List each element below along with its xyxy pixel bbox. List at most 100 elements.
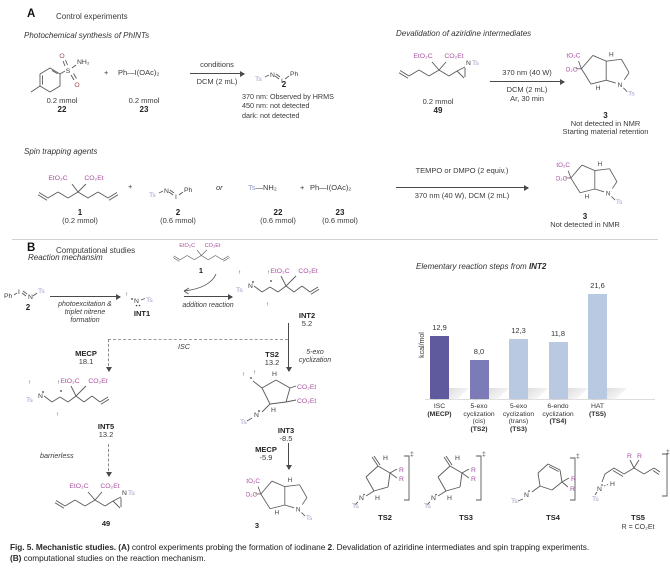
cyclization-label: 5-exo cyclization [292,349,338,365]
solvent-label: DCM (2 mL) [196,77,238,86]
nitrogen-atom-label: N [466,60,471,67]
ester-label: EtO₂C [413,53,432,60]
nitrogen-atom-label: N [597,486,602,493]
compound-id-3: 3 [603,111,608,120]
amount-23: 0.2 mmol [128,96,160,105]
spin-up-arrow: ↑ [125,292,128,298]
compound-id-22: 22 [57,105,67,114]
panel-b-label: B [27,242,36,254]
note-450nm: 450 nm: not detected [242,101,310,111]
ester-label: CO₂Et [205,243,221,249]
tosyl-label: Ts [592,496,599,503]
photochem-title: Photochemical synthesis of PhINTs [24,31,150,40]
addition-curved-arrow [183,273,217,295]
r-group-label: R [471,476,476,483]
double-dagger: ‡ [576,453,580,460]
devalidation-title: Devalidation of aziridine intermediates [396,29,532,38]
chart-bar [509,339,528,399]
compound-id-3: 3 [582,212,588,221]
bar-value-label: 8,0 [473,347,485,356]
solvent-label: DCM (2 mL) [506,85,548,94]
mecp1-energy: 18.1 [78,357,94,366]
structure-22-tsnh2: Ts—NH₂ [248,183,277,192]
chart-title: Elementary reaction steps from INT2 [416,262,546,271]
caption-lead: Fig. 5. Mechanistic studies. [10,542,117,552]
structure-23-phiodane: Ph—I(OAc)₂ [310,183,352,192]
hydrogen-label: H [272,371,277,378]
nitrogen-atom-label: N [254,412,259,419]
ester-label: CO₂Et [444,53,463,60]
caption-b-text: computational studies on the reaction me… [21,553,206,563]
tosyl-label: Ts [236,287,243,294]
int2-energy: 5.2 [301,319,313,328]
iodine-atom-label: I [18,289,20,296]
hydrogen-label: H [610,481,615,488]
observation-notes: 370 nm: Observed by HRMS 450 nm: not det… [242,92,334,120]
atmosphere-label: Ar, 30 min [510,94,544,103]
int3-label: INT3 [277,426,295,435]
caption-a-tag: (A) [116,542,130,552]
hydrogen-label: H [288,477,293,484]
ts4-structure-label: TS4 [546,513,560,522]
ester-label: CO₂Et [84,175,103,182]
step-line: formation [70,317,100,324]
structure-49-aziridine: EtO₂C CO₂Et N Ts [398,53,479,79]
retention-note: Starting material retention [562,127,649,136]
bar-value-label: 21,6 [590,280,605,290]
ts3-structure-label: TS3 [459,513,473,522]
hydrogen-label: H [596,85,601,92]
ester-label: EtO₂C [566,67,578,74]
tosyl-label: Ts [306,515,312,522]
tosyl-label: Ts [146,297,153,304]
structure-23-phiodane: Ph—I(OAc)₂ [118,68,160,77]
tosyl-label: Ts [26,397,33,404]
amount-22: 0.2 mmol [46,96,78,105]
structure-ts5: R R H N Ts ‡ [592,449,670,503]
nitrogen-atom-label: N [431,495,436,502]
plus-sign: + [104,68,109,77]
ester-label: CO₂Et [298,268,317,275]
hydrogen-label: H [609,51,614,58]
spin-up-arrow: ↑ [267,270,270,276]
mecp2-label: MECP [255,445,277,454]
structure-1-diene: EtO₂C CO₂Et [172,243,230,262]
nitrogen-atom-label: N [524,492,529,499]
isc-label: ISC [178,342,190,351]
compound-id-2: 2 [281,80,287,89]
tosyl-label: Ts [240,419,247,426]
ester-label: CO₂Et [88,378,107,385]
nitrogen-atom-label: N [359,495,364,502]
compound-id-1: 1 [198,266,204,275]
bar-category-label: 5-exo cyclization (trans) (TS3) [502,403,535,433]
r-group-label: R [627,453,632,460]
bar-chart: 12,9 8,0 12,3 11,8 21,6 [425,280,655,400]
phenyl-label: Ph [4,293,13,300]
amount-22: (0.6 mmol) [260,216,296,225]
compound-id-49: 49 [101,519,111,528]
nitrogen-atom-label: N [618,82,623,89]
ester-label: CO₂Et [100,483,119,490]
caption-a-text: control experiments probing the formatio… [129,542,328,552]
structure-int2-diradical: ↑ ↑ ↑ Ts N EtO₂C CO₂Et [236,268,320,308]
addition-arrow [184,293,233,300]
nitrogen-atom-label: N [164,188,169,195]
plus-sign: + [128,182,133,191]
sulfur-atom-label: S [66,68,71,75]
step-line: triplet nitrene [64,309,106,316]
addition-label: addition reaction [182,302,234,309]
hydrogen-label: H [375,495,380,502]
nitrogen-atom-label: N [270,72,275,79]
step-line: photoexcitation & [58,301,112,308]
ts2-structure-label: TS2 [378,513,392,522]
tosyl-label: Ts [352,503,359,510]
iodine-atom-label: I [281,78,283,85]
photoexcitation-arrow [50,293,121,300]
oxygen-atom-label: O [59,53,64,60]
ester-label: EtO₂C [246,492,258,499]
hydrogen-label: H [383,455,388,462]
spin-up-arrow: ↑ [28,380,31,386]
double-dagger: ‡ [482,451,486,458]
amount-2: (0.6 mmol) [160,216,196,225]
nitrogen-atom-label: N [28,294,33,301]
